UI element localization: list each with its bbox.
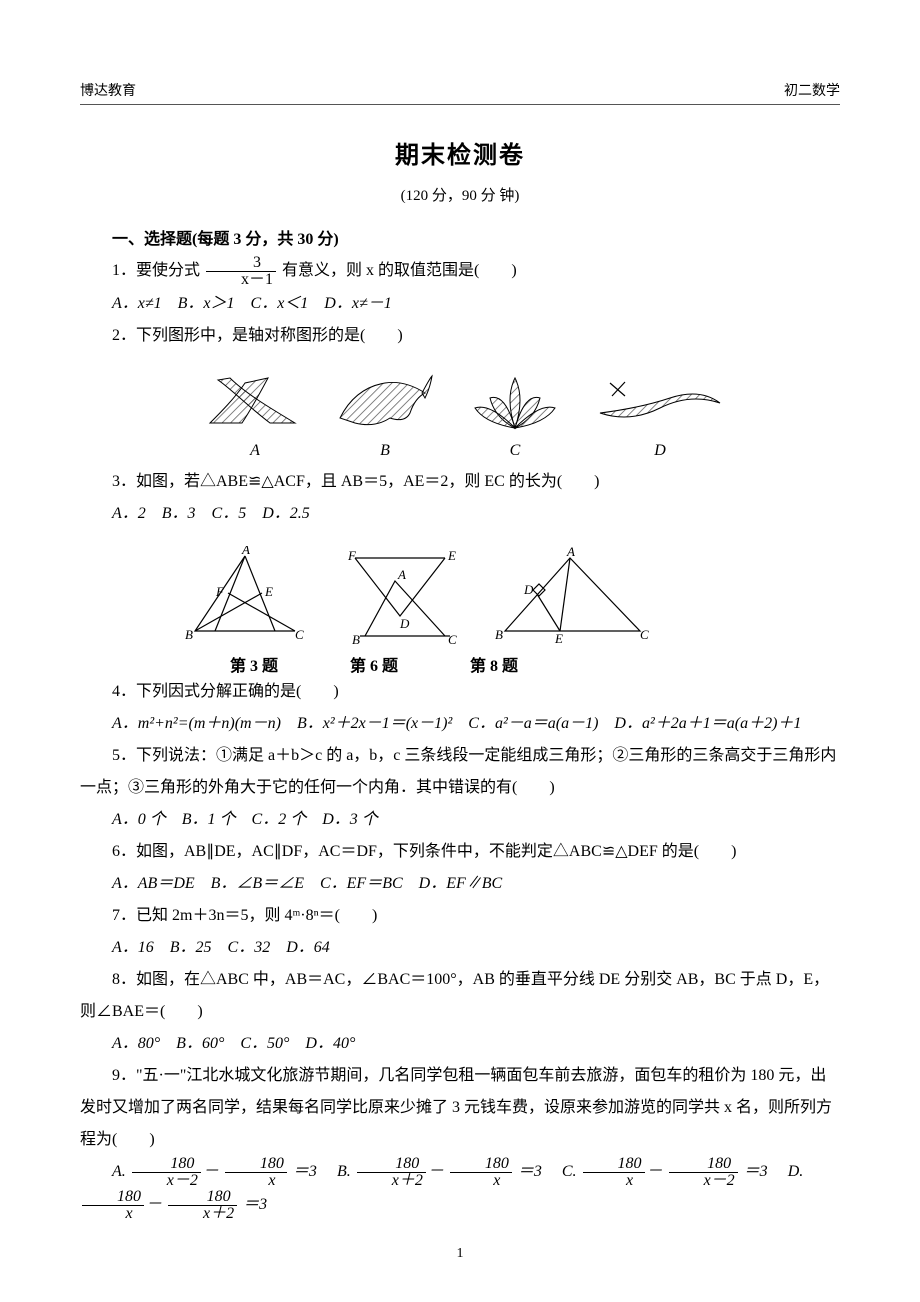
q6-options: A．AB＝DE B．∠B＝∠E C．EF＝BC D．EF∥BC bbox=[80, 868, 840, 900]
q1-fraction: 3 x－1 bbox=[206, 255, 276, 288]
q1: 1．要使分式 3 x－1 有意义，则 x 的取值范围是( ) bbox=[80, 255, 840, 288]
svg-text:E: E bbox=[264, 584, 273, 599]
q3-figure: A F E B C bbox=[180, 546, 310, 646]
q2-fig-b: B bbox=[330, 368, 440, 460]
svg-text:C: C bbox=[295, 627, 304, 642]
page: 博达教育 初二数学 期末检测卷 (120 分，90 分 钟) 一、选择题(每题 … bbox=[0, 0, 920, 1302]
q5: 5．下列说法：①满足 a＋b＞c 的 a，b，c 三条线段一定能组成三角形；②三… bbox=[80, 740, 840, 804]
svg-text:A: A bbox=[397, 567, 406, 582]
q4-options: A．m²+n²=(m＋n)(m－n) B．x²＋2x－1＝(x－1)² C．a²… bbox=[80, 708, 840, 740]
q6-figure: F E A D B C bbox=[340, 546, 460, 646]
logo-x-icon bbox=[200, 368, 310, 438]
q3-figure-row: A F E B C F E A D B C bbox=[180, 546, 840, 646]
svg-text:E: E bbox=[554, 631, 563, 646]
q9-options: A. 180x－2－ 180x ＝3 B. 180x＋2－ 180x ＝3 C.… bbox=[80, 1156, 840, 1222]
page-subtitle: (120 分，90 分 钟) bbox=[80, 184, 840, 205]
svg-text:C: C bbox=[640, 627, 649, 642]
header-left: 博达教育 bbox=[80, 80, 136, 100]
q2-fig-a: A bbox=[200, 368, 310, 460]
q8: 8．如图，在△ABC 中，AB＝AC，∠BAC＝100°，AB 的垂直平分线 D… bbox=[80, 964, 840, 1028]
svg-text:F: F bbox=[215, 584, 225, 599]
leaves-icon bbox=[460, 368, 570, 438]
q3-options: A．2 B．3 C．5 D．2.5 bbox=[80, 498, 840, 530]
q2-fig-c: C bbox=[460, 368, 570, 460]
svg-text:E: E bbox=[447, 548, 456, 563]
svg-text:F: F bbox=[347, 548, 357, 563]
q1-options: A．x≠1 B．x＞1 C．x＜1 D．x≠－1 bbox=[80, 288, 840, 320]
svg-text:B: B bbox=[352, 632, 360, 646]
svg-text:A: A bbox=[241, 546, 250, 557]
triangle-q3-icon: A F E B C bbox=[180, 546, 310, 646]
triangle-q8-icon: A D B E C bbox=[490, 546, 650, 646]
q2-figure-row: A B C D bbox=[200, 368, 840, 460]
page-title: 期末检测卷 bbox=[80, 135, 840, 170]
q3: 3．如图，若△ABE≌△ACF，且 AB＝5，AE＝2，则 EC 的长为( ) bbox=[80, 466, 840, 498]
puma-icon bbox=[330, 368, 440, 438]
q9: 9．"五·一"江北水城文化旅游节期间，几名同学包租一辆面包车前去旅游，面包车的租… bbox=[80, 1060, 840, 1156]
section-1-heading: 一、选择题(每题 3 分，共 30 分) bbox=[80, 225, 840, 249]
q2-fig-d: D bbox=[590, 368, 730, 460]
svg-text:C: C bbox=[448, 632, 457, 646]
q5-options: A．0 个 B．1 个 C．2 个 D．3 个 bbox=[80, 804, 840, 836]
svg-text:B: B bbox=[185, 627, 193, 642]
q2: 2．下列图形中，是轴对称图形的是( ) bbox=[80, 320, 840, 352]
q6: 6．如图，AB∥DE，AC∥DF，AC＝DF，下列条件中，不能判定△ABC≌△D… bbox=[80, 836, 840, 868]
q1-stem-b: 有意义，则 x 的取值范围是( ) bbox=[282, 262, 517, 279]
svg-text:B: B bbox=[495, 627, 503, 642]
page-number: 1 bbox=[0, 1246, 920, 1262]
q8-options: A．80° B．60° C．50° D．40° bbox=[80, 1028, 840, 1060]
swoosh-icon bbox=[590, 368, 730, 438]
q1-stem-a: 1．要使分式 bbox=[112, 262, 200, 279]
q7: 7．已知 2m＋3n＝5，则 4ᵐ·8ⁿ＝( ) bbox=[80, 900, 840, 932]
q8-figure: A D B E C bbox=[490, 546, 650, 646]
svg-text:D: D bbox=[399, 616, 410, 631]
triangle-q6-icon: F E A D B C bbox=[340, 546, 460, 646]
q3-figure-captions: 第 3 题 第 6 题 第 8 题 bbox=[230, 652, 840, 676]
svg-text:A: A bbox=[566, 546, 575, 559]
q4: 4．下列因式分解正确的是( ) bbox=[80, 676, 840, 708]
q7-options: A．16 B．25 C．32 D．64 bbox=[80, 932, 840, 964]
svg-text:D: D bbox=[523, 582, 534, 597]
running-header: 博达教育 初二数学 bbox=[80, 80, 840, 105]
header-right: 初二数学 bbox=[784, 80, 840, 100]
